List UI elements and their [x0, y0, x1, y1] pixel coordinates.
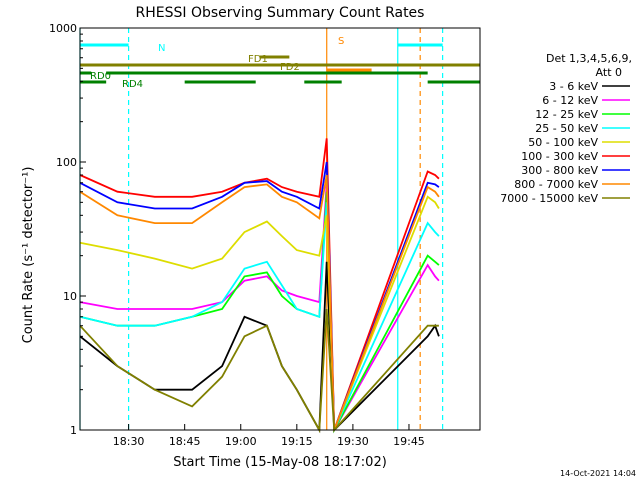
chart-title: RHESSI Observing Summary Count Rates [136, 5, 425, 21]
legend-entry-label-6: 300 - 800 keV [521, 164, 598, 177]
series-line-4 [79, 195, 440, 431]
legend-entry-label-8: 7000 - 15000 keV [500, 192, 598, 205]
x-axis-label: Start Time (15-May-08 18:17:02) [173, 455, 387, 470]
legend-header-line1: Det 1,3,4,5,6,9, [546, 52, 632, 65]
x-tick-label-0: 18:30 [113, 435, 145, 448]
series-line-7 [79, 174, 440, 431]
legend-entry-label-7: 800 - 7000 keV [514, 178, 598, 191]
legend-header-line2: Att 0 [596, 66, 622, 79]
series-line-1 [79, 182, 440, 434]
bar-label-s: S [338, 36, 344, 47]
legend-entry-label-4: 50 - 100 keV [528, 136, 598, 149]
legend-entry-label-2: 12 - 25 keV [535, 108, 598, 121]
bar-label-rd4: RD4 [122, 79, 143, 90]
plot-area: N S FD1 FD2 RD0 RD4 1 10 100 1000 18:30 18:45 19:00 1… [49, 22, 481, 448]
bar-label-n: N [158, 43, 165, 54]
series-line-5 [79, 138, 440, 431]
plot-frame [79, 27, 481, 431]
legend-entry-label-5: 100 - 300 keV [521, 150, 598, 163]
x-tick-label-1: 18:45 [169, 435, 201, 448]
series-line-2 [79, 191, 440, 434]
bar-label-rd0: RD0 [90, 71, 111, 82]
y-tick-label-2: 100 [56, 156, 77, 169]
bar-label-fd2: FD2 [280, 62, 300, 73]
legend-entry-label-3: 25 - 50 keV [535, 122, 598, 135]
y-tick-label-1: 10 [63, 290, 77, 303]
y-axis-label: Count Rate (s⁻¹ detector⁻¹) [21, 167, 36, 344]
legend-entry-label-0: 3 - 6 keV [549, 80, 598, 93]
y-tick-label-0: 1 [70, 424, 77, 437]
x-tick-label-4: 19:30 [337, 435, 369, 448]
x-tick-label-2: 19:00 [225, 435, 257, 448]
y-tick-label-3: 1000 [49, 22, 77, 35]
bar-label-fd1: FD1 [248, 54, 268, 65]
footer-date: 14-Oct-2021 14:04 [560, 469, 636, 478]
x-tick-label-5: 19:45 [393, 435, 425, 448]
series-line-6 [79, 161, 440, 431]
legend-entry-label-1: 6 - 12 keV [542, 94, 598, 107]
x-tick-label-3: 19:15 [281, 435, 313, 448]
series-line-8 [79, 308, 439, 434]
series-line-3 [79, 202, 440, 431]
